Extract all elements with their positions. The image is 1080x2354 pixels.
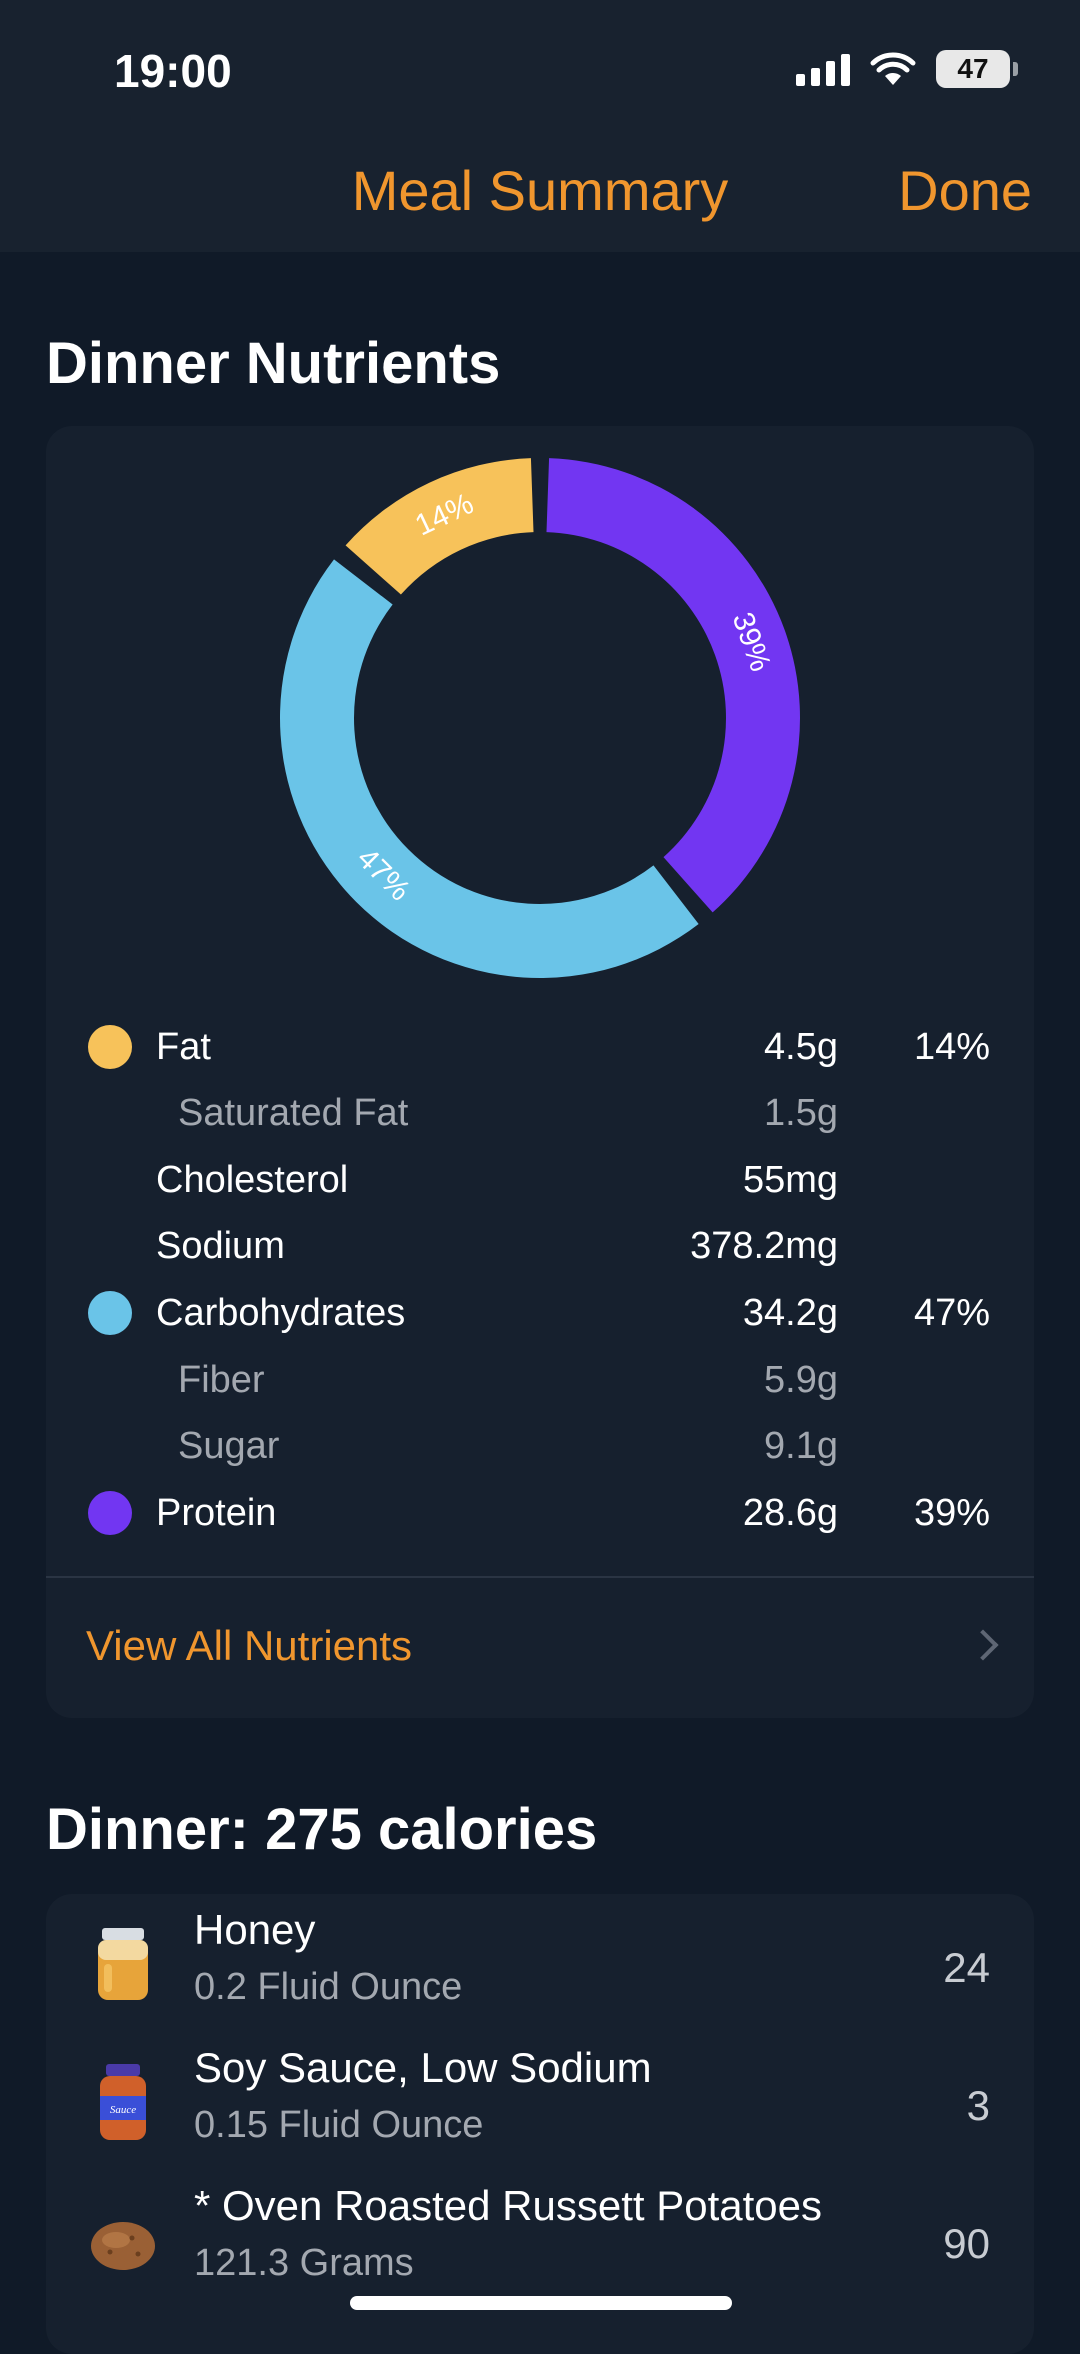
macro-donut-chart: 39%47%14%	[280, 458, 800, 978]
nutrient-row: Protein 28.6g 39%	[46, 1480, 1034, 1546]
chevron-right-icon	[967, 1629, 999, 1661]
nutrient-label: Saturated Fat	[178, 1092, 409, 1135]
nutrient-row: Carbohydrates 34.2g 47%	[46, 1280, 1034, 1346]
nutrient-label: Protein	[156, 1491, 277, 1534]
donut-slice-protein	[546, 458, 800, 913]
nutrient-amount: 378.2mg	[690, 1225, 838, 1268]
status-time: 19:00	[114, 45, 232, 97]
nutrient-amount: 34.2g	[742, 1291, 838, 1334]
food-quantity: 121.3 Grams	[194, 2242, 414, 2284]
status-bar: 19:00 47	[0, 0, 1080, 140]
battery-icon: 47	[936, 50, 1018, 88]
nutrient-percent: 47%	[913, 1291, 990, 1334]
potato-icon	[91, 2222, 155, 2270]
nutrients-card: 39% 47% 14% Fat 4.5g 14% Saturated Fat 1.5g Cho…	[46, 426, 1034, 1718]
nutrient-row: Sodium 378.2mg	[46, 1214, 1034, 1280]
food-item[interactable]: Honey 0.2 Fluid Ounce 24	[46, 1894, 1034, 2032]
divider	[46, 1576, 1034, 1578]
honey-jar-icon	[98, 1928, 148, 2000]
cellular-signal-icon	[796, 52, 850, 86]
meal-section-title: Dinner: 275 calories	[46, 1797, 598, 1862]
status-icons: 47	[796, 50, 1018, 88]
food-calories: 3	[966, 2082, 990, 2129]
nutrient-amount: 9.1g	[764, 1425, 838, 1468]
wifi-icon	[870, 52, 916, 85]
nutrient-label: Fat	[156, 1025, 211, 1068]
nutrient-row: Saturated Fat 1.5g	[46, 1081, 1034, 1147]
nutrient-amount: 55mg	[742, 1158, 838, 1201]
sauce-bottle-icon: Sauce	[100, 2064, 146, 2140]
food-item[interactable]: * Oven Roasted Russett Potatoes 121.3 Gra…	[46, 2170, 1034, 2308]
food-quantity: 0.15 Fluid Ounce	[194, 2104, 484, 2146]
food-calories: 24	[943, 1944, 990, 1991]
page-title: Meal Summary	[351, 159, 729, 222]
food-list-card: Honey 0.2 Fluid Ounce 24 Sauce Soy Sauce, Lo…	[46, 1894, 1034, 2354]
nutrient-row: Fat 4.5g 14%	[46, 1014, 1034, 1080]
nutrient-label: Cholesterol	[156, 1158, 349, 1201]
view-all-nutrients-row[interactable]: View All Nutrients	[46, 1578, 1034, 1718]
home-indicator	[350, 2296, 732, 2310]
view-all-nutrients-link[interactable]: View All Nutrients	[86, 1622, 413, 1669]
food-calories: 90	[943, 2220, 990, 2267]
nutrient-amount: 1.5g	[764, 1092, 838, 1135]
food-quantity: 0.2 Fluid Ounce	[194, 1966, 463, 2008]
legend-dot	[88, 1291, 132, 1336]
food-item[interactable]: Sauce Soy Sauce, Low Sodium 0.15 Fluid Oun…	[46, 2032, 1034, 2170]
nutrient-percent: 39%	[913, 1491, 990, 1534]
nutrient-row: Fiber 5.9g	[46, 1347, 1034, 1413]
legend-dot	[88, 1025, 132, 1069]
legend-dot	[88, 1491, 132, 1536]
nutrient-label: Fiber	[178, 1358, 265, 1401]
food-name: * Oven Roasted Russett Potatoes	[194, 2182, 823, 2229]
nutrient-label: Sodium	[156, 1225, 285, 1268]
nutrient-amount: 28.6g	[742, 1491, 838, 1534]
food-name: Soy Sauce, Low Sodium	[194, 2044, 652, 2091]
nutrient-percent: 14%	[913, 1025, 990, 1068]
nav-bar: Meal Summary Done	[0, 140, 1080, 252]
svg-text:Sauce: Sauce	[110, 2104, 136, 2116]
food-name: Honey	[194, 1906, 316, 1953]
nutrients-section-title: Dinner Nutrients	[46, 331, 501, 396]
nutrient-label: Carbohydrates	[156, 1291, 406, 1334]
nutrient-label: Sugar	[178, 1425, 280, 1468]
nutrient-row: Cholesterol 55mg	[46, 1147, 1034, 1213]
nutrient-amount: 4.5g	[764, 1025, 838, 1068]
done-button[interactable]: Done	[898, 159, 1032, 222]
nutrient-amount: 5.9g	[764, 1358, 838, 1401]
donut-slice-carbohydrates	[280, 559, 699, 978]
donut-slice-fat	[345, 458, 534, 595]
nutrient-row: Sugar 9.1g	[46, 1414, 1034, 1480]
